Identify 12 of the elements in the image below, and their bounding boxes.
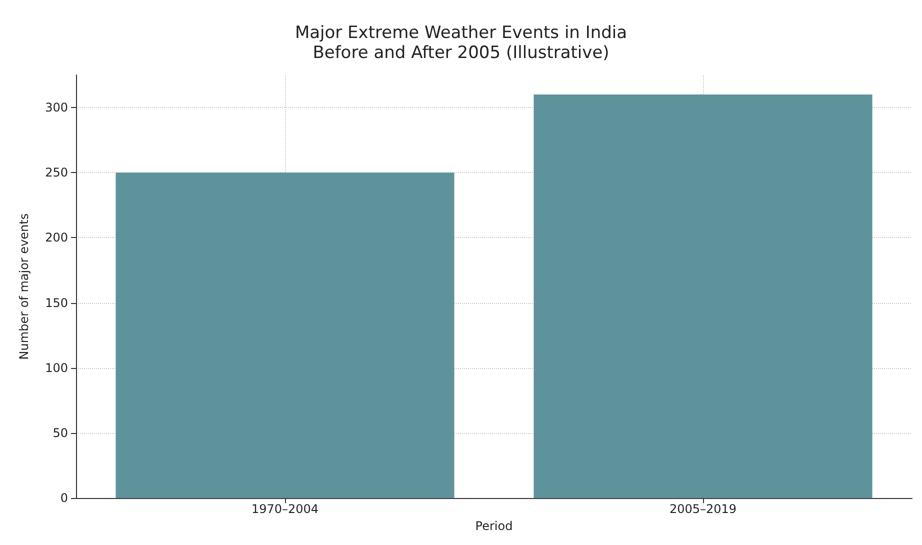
x-tick-label: 2005–2019 bbox=[669, 502, 737, 516]
y-tick-label: 150 bbox=[45, 296, 68, 310]
y-axis-title: Number of major events bbox=[17, 213, 31, 360]
y-tick-label: 100 bbox=[45, 360, 68, 375]
y-tick-label: 300 bbox=[45, 100, 68, 115]
x-tick-label: 1970–2004 bbox=[251, 502, 319, 516]
y-tick-label: 250 bbox=[45, 166, 68, 180]
y-tick-label: 200 bbox=[45, 230, 68, 245]
chart-title: Major Extreme Weather Events in India Before and After 2005 (Illustrative) bbox=[294, 23, 628, 63]
y-tick-label: 50 bbox=[52, 426, 68, 440]
x-axis-title: Period bbox=[475, 519, 513, 533]
y-tick-label: 0 bbox=[60, 491, 68, 506]
